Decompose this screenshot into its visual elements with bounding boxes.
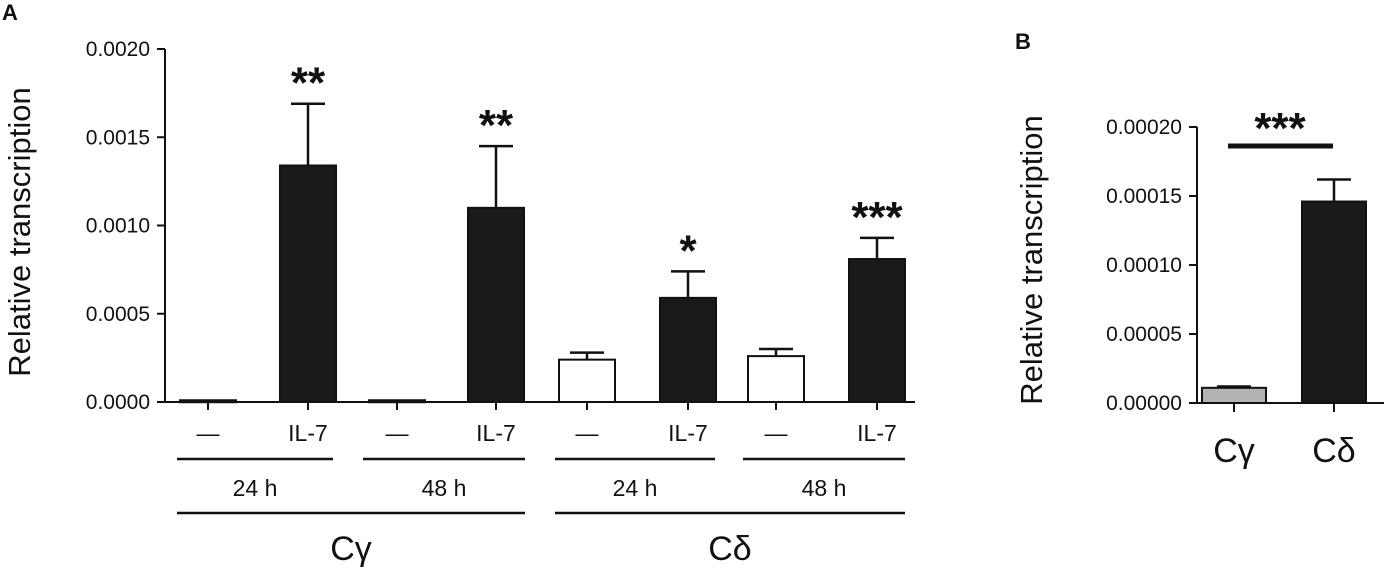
panel-b-y-tick-label: 0.00000 [1106,392,1182,415]
panel-a-y-tick-label: 0.0010 [86,215,150,238]
panel-b-y-axis-label: Relative transcription [1014,115,1049,404]
time-label-24h-cd: 24 h [613,475,658,501]
panel-b-letter: B [1015,29,1031,54]
panel-a-bar [558,358,616,404]
panel-a-category-label: — [386,420,409,446]
panel-a-bar [279,164,337,403]
panel-b-category-label: Cγ [1213,432,1255,470]
gene-label-cg: Cγ [330,530,372,568]
panel-a-y-ticks: 0.0000 0.0005 0.0010 0.0015 0.0020 [86,38,915,414]
panel-b-error-bars [1217,178,1351,388]
panel-a-bar [368,399,426,404]
panel-a-y-tick-label: 0.0000 [86,391,150,414]
panel-a-category-label: IL-7 [476,420,516,446]
panel-b-bar [1301,200,1367,404]
panel-b-y-tick-label: 0.00020 [1106,116,1182,139]
panel-b-y-tick-label: 0.00005 [1106,323,1182,346]
panel-a-bars [179,164,906,410]
panel-a-error-bars [291,102,894,360]
panel-a-bar [848,258,906,403]
panel-a-category-label: — [197,420,220,446]
panel-a-category-label: IL-7 [288,420,328,446]
panel-a-significance-stars: *** [851,193,903,242]
panel-a-bar [747,355,805,403]
panel-a-y-tick-label: 0.0005 [86,303,150,326]
panel-a-significance-stars: ** [479,101,514,150]
panel-b-y-tick-label: 0.00010 [1106,254,1182,277]
panel-a-category-labels: — IL-7 — IL-7 — IL-7 — IL-7 [197,420,897,446]
gene-label-cd: Cδ [708,530,751,568]
time-label-24h-cg: 24 h [233,475,278,501]
panel-b-comparison-stars: *** [1254,104,1306,153]
panel-a-category-label: IL-7 [668,420,708,446]
panel-a-bar [467,206,525,403]
panel-a: A Relative transcription 0.00000.00050.0… [2,0,915,568]
time-label-48h-cg: 48 h [422,475,467,501]
panel-a-category-label: — [576,420,599,446]
panel-b-category-labels: Cγ Cδ [1213,432,1356,470]
panel-a-significance: ******** [291,59,904,276]
panel-a-significance-stars: * [679,226,697,275]
panel-a-category-label: IL-7 [857,420,897,446]
panel-a-bar [179,399,237,404]
panel-a-y-axis-label: Relative transcription [2,87,37,376]
panel-a-bar [659,296,717,403]
panel-a-significance-stars: ** [291,59,326,108]
panel-b-bars [1201,200,1367,412]
panel-b-category-label: Cδ [1312,432,1355,470]
panel-a-y-tick-label: 0.0020 [86,38,150,61]
panel-a-category-label: — [765,420,788,446]
panel-b-y-ticks: 0.00000 0.00005 0.00010 0.00015 0.00020 [1106,116,1384,415]
panel-b-y-tick-label: 0.00015 [1106,185,1182,208]
time-label-48h-cd: 48 h [802,475,847,501]
panel-b-bar [1201,386,1267,405]
panel-a-y-tick-label: 0.0015 [86,126,150,149]
panel-b: B Relative transcription 0.000000.000050… [1014,29,1384,470]
panel-a-letter: A [2,0,18,25]
